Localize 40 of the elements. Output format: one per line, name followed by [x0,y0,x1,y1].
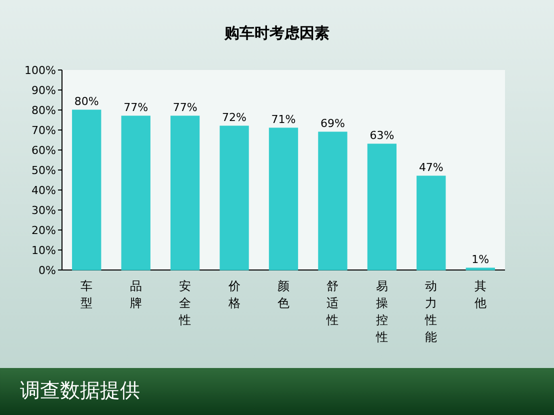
x-tick-label: 价格 [227,279,240,310]
bar [416,176,446,270]
y-tick-label: 40% [32,184,56,197]
x-tick-label: 颜色 [278,279,290,310]
bar [220,126,249,270]
bar [121,116,150,270]
chart-title: 购车时考虑因素 [224,24,330,42]
data-label: 77% [172,101,198,114]
x-tick-label: 安全性 [178,279,192,327]
text: 调查数据提供 [20,378,140,402]
data-label: 80% [74,95,99,108]
data-label: 1% [472,253,490,266]
bar [170,116,200,270]
y-tick-label: 50% [32,164,56,177]
y-tick-label: 10% [32,244,56,257]
x-tick-label: 动力性能 [424,279,438,344]
y-tick-label: 70% [32,124,56,137]
bar [367,144,397,270]
x-tick-label: 品牌 [130,279,142,310]
data-label: 72% [222,111,247,124]
data-label: 63% [370,129,394,142]
data-label: 77% [124,101,148,114]
x-tick-label: 车型 [80,279,93,310]
bar [268,128,298,270]
y-tick-label: 60% [32,144,56,157]
bar [466,268,495,270]
y-tick-label: 30% [32,204,56,217]
x-tick-label: 易操控性 [374,279,388,344]
y-tick-label: 20% [32,224,56,237]
x-tick-label: 舒适性 [326,279,339,327]
data-label: 71% [271,113,296,126]
bar [318,132,348,270]
y-tick-label: 0% [38,264,56,277]
y-tick-label: 90% [32,84,56,97]
bar [72,110,102,270]
y-tick-label: 100% [24,64,56,77]
x-tick-label: 其他 [474,279,486,310]
y-tick-label: 80% [32,104,56,117]
data-label: 69% [320,117,345,130]
data-label: 47% [418,161,444,174]
